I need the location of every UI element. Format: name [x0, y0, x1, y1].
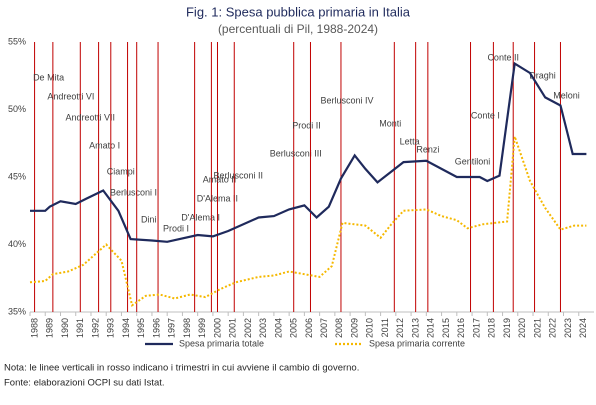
x-tick-label: 2001	[228, 318, 238, 338]
x-tick-label: 2015	[441, 318, 451, 338]
government-label: Letta	[400, 136, 420, 146]
government-label: D'Alema I	[181, 212, 220, 222]
x-tick-label: 2012	[395, 318, 405, 338]
government-label: Renzi	[416, 144, 439, 154]
x-tick-label: 1994	[121, 318, 131, 338]
legend-label: Spesa primaria totale	[179, 338, 264, 348]
x-tick-label: 2017	[471, 318, 481, 338]
x-tick-label: 1996	[151, 318, 161, 338]
government-label: Prodi I	[163, 223, 189, 233]
x-tick-label: 1993	[106, 318, 116, 338]
x-tick-label: 2023	[563, 318, 573, 338]
x-tick-label: 2024	[578, 318, 588, 338]
x-tick-label: 2013	[410, 318, 420, 338]
x-tick-label: 2014	[426, 318, 436, 338]
government-label: Conte I	[471, 110, 500, 120]
y-tick-label: 35%	[8, 306, 26, 316]
y-tick-label: 55%	[8, 36, 26, 46]
x-tick-label: 1988	[29, 318, 39, 338]
government-label: Berlusconi I	[110, 187, 157, 197]
government-label: Amato I	[89, 140, 120, 150]
government-label: Gentiloni	[455, 156, 491, 166]
x-tick-label: 2000	[212, 318, 222, 338]
x-tick-label: 2010	[365, 318, 375, 338]
x-tick-label: 2019	[502, 318, 512, 338]
x-tick-label: 1995	[136, 318, 146, 338]
x-tick-label: 1990	[60, 318, 70, 338]
government-label: Berlusconi III	[270, 148, 322, 158]
x-tick-label: 1989	[45, 318, 55, 338]
government-label: Berlusconi II	[213, 170, 263, 180]
x-tick-label: 2003	[258, 318, 268, 338]
y-tick-label: 45%	[8, 171, 26, 181]
government-label: Amato II	[203, 174, 237, 184]
x-tick-label: 2011	[380, 318, 390, 337]
x-tick-label: 2006	[304, 318, 314, 338]
x-tick-label: 2020	[517, 318, 527, 338]
note: Nota: le linee verticali in rosso indica…	[4, 363, 359, 374]
x-tick-label: 2002	[243, 318, 253, 338]
x-tick-label: 2022	[548, 318, 558, 338]
government-label: Dini	[141, 214, 157, 224]
x-tick-label: 1991	[75, 318, 85, 338]
government-label: Andreotti VII	[66, 112, 116, 122]
chart-title: Fig. 1: Spesa pubblica primaria in Itali…	[186, 4, 411, 19]
x-tick-label: 2005	[289, 318, 299, 338]
x-tick-label: 2007	[319, 318, 329, 338]
x-tick-label: 2009	[349, 318, 359, 338]
x-tick-label: 1997	[167, 318, 177, 338]
x-tick-label: 1999	[197, 318, 207, 338]
x-tick-label: 2008	[334, 318, 344, 338]
legend-label: Spesa primaria corrente	[369, 338, 465, 348]
x-tick-label: 2004	[273, 318, 283, 338]
government-label: Meloni	[553, 90, 580, 100]
x-tick-label: 2016	[456, 318, 466, 338]
government-label: Monti	[379, 118, 401, 128]
chart-subtitle: (percentuali di Pil, 1988-2024)	[218, 22, 378, 36]
source: Fonte: elaborazioni OCPI su dati Istat.	[4, 378, 165, 389]
government-label: Conte II	[487, 52, 519, 62]
government-label: Prodi II	[292, 120, 321, 130]
series-line	[30, 61, 587, 243]
x-tick-label: 1992	[90, 318, 100, 338]
government-label: Andreotti VI	[47, 91, 94, 101]
government-label: Draghi	[529, 70, 556, 80]
x-tick-label: 1998	[182, 318, 192, 338]
series-line	[29, 136, 587, 307]
government-label: Berlusconi IV	[320, 95, 373, 105]
government-label: De Mita	[33, 72, 64, 82]
y-tick-label: 40%	[8, 239, 26, 249]
y-tick-label: 50%	[8, 104, 26, 114]
x-tick-label: 2021	[532, 318, 542, 338]
government-label: Ciampi	[107, 166, 135, 176]
x-tick-label: 2018	[487, 318, 497, 338]
